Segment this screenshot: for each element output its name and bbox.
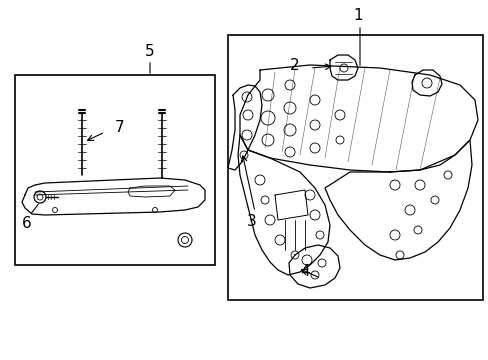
Text: 5: 5 [145, 45, 155, 59]
Text: 2: 2 [289, 58, 299, 72]
Bar [227, 35, 482, 300]
Text: 3: 3 [246, 215, 256, 230]
Bar [15, 75, 215, 265]
Text: 4: 4 [300, 265, 309, 279]
Text: 1: 1 [352, 8, 362, 22]
Text: 6: 6 [22, 216, 32, 231]
Text: 7: 7 [115, 121, 124, 135]
